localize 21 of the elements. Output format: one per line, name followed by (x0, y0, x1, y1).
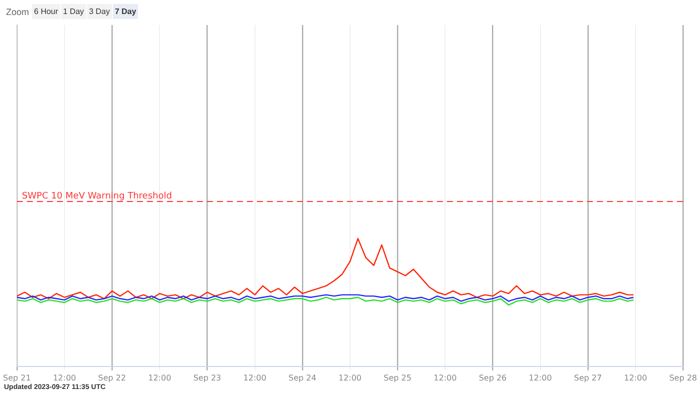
x-tick-label: 12:00 (148, 373, 172, 382)
text: 6 Hour (32, 4, 60, 19)
x-tick-label: 12:00 (624, 373, 648, 382)
x-tick-label: 12:00 (52, 373, 76, 382)
text: 3 Day (86, 4, 112, 19)
x-tick-label: 12:00 (338, 373, 362, 382)
x-tick-label: Sep 24 (288, 373, 316, 382)
text: 7 Day (112, 4, 138, 19)
x-tick-label: Sep 25 (384, 373, 412, 382)
x-tick-label: Sep 26 (478, 373, 507, 382)
x-tick-label: 12:00 (243, 373, 266, 382)
x-tick-label: Sep 21 (2, 373, 31, 382)
x-tick-label: 12:00 (434, 373, 457, 382)
x-tick-label: Sep 27 (574, 373, 602, 382)
ref-line-label: SWPC 10 MeV Warning Threshold (22, 191, 172, 202)
x-tick-label: Sep 28 (669, 373, 698, 382)
x-tick-label: Sep 22 (98, 373, 126, 382)
text: 1 Day (61, 4, 86, 19)
text: Zoom (6, 6, 30, 16)
x-tick-label: 12:00 (528, 373, 552, 382)
x-tick-label: Sep 23 (193, 373, 222, 382)
